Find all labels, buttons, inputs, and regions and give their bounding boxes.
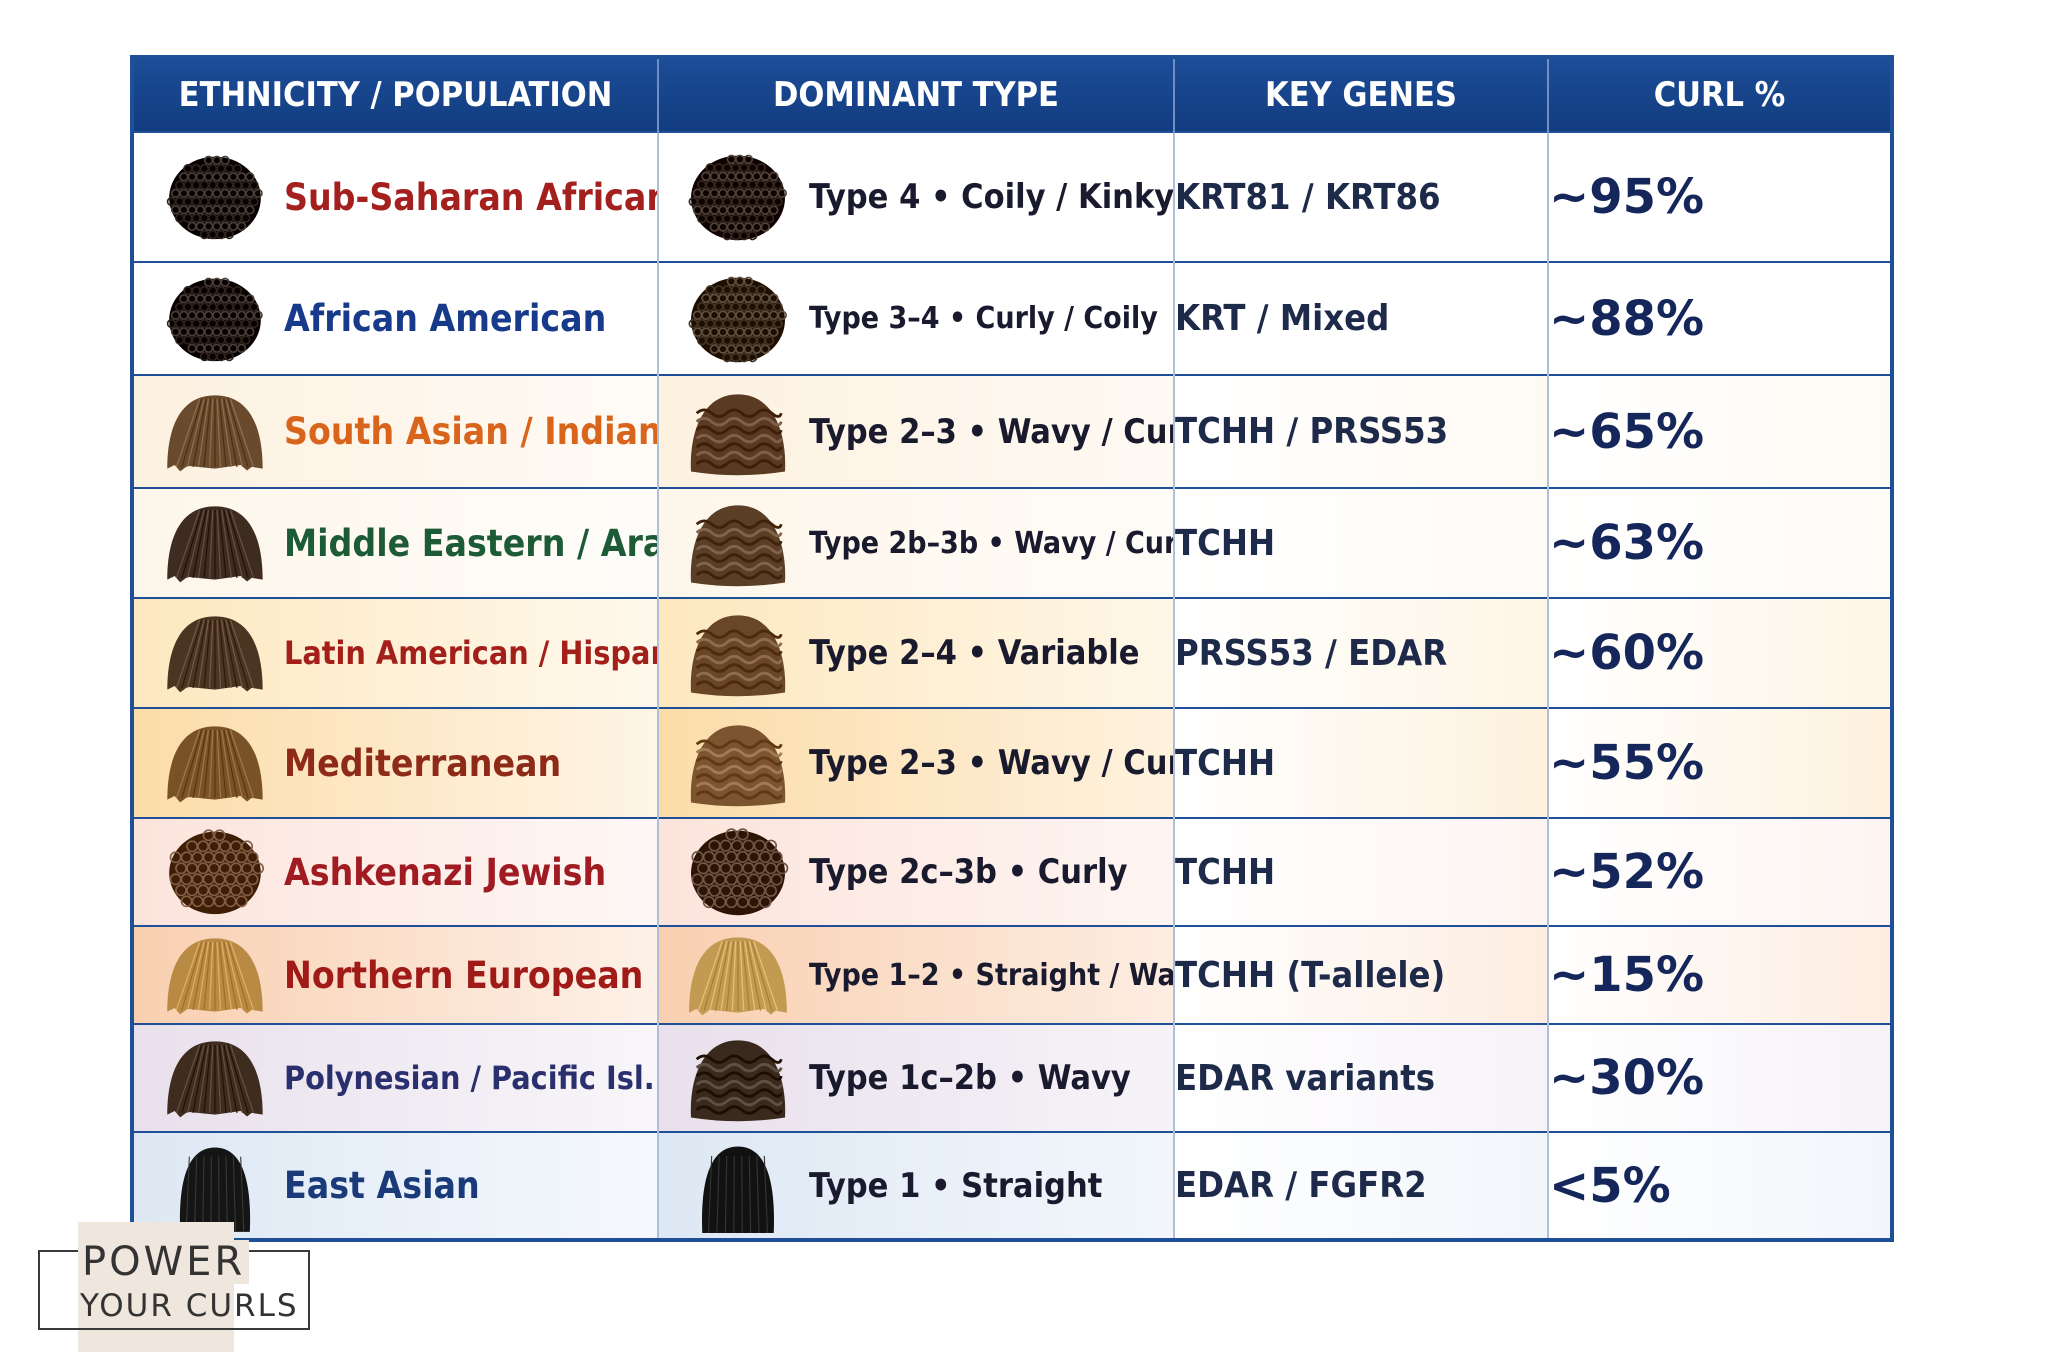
table-row: South Asian / Indian Type 2–3 • Wavy / Cu… bbox=[132, 374, 1892, 488]
ethnicity-label: African American bbox=[284, 297, 607, 340]
logo-line-1: POWER bbox=[78, 1240, 250, 1284]
dominant-type-cell: Type 1 • Straight bbox=[657, 1131, 1174, 1240]
table-row: African American Type 3–4 • Curly / Coily… bbox=[132, 261, 1892, 375]
dominant-type-cell: Type 2–4 • Variable bbox=[657, 597, 1174, 708]
ethnicity-label: Northern European bbox=[284, 953, 644, 997]
dominant-type-cell: Type 3–4 • Curly / Coily bbox=[657, 261, 1174, 375]
ethnicity-label: Latin American / Hispanic bbox=[284, 634, 658, 672]
dominant-type-hair-icon bbox=[690, 505, 786, 587]
curl-percent-cell: ~30% bbox=[1547, 1023, 1892, 1132]
ethnicity-hair-icon bbox=[179, 1147, 251, 1232]
curl-percent-cell: ~88% bbox=[1547, 261, 1892, 375]
dominant-type-label: Type 1c–2b • Wavy bbox=[809, 1058, 1131, 1098]
dominant-type-cell: Type 2–3 • Wavy / Curly bbox=[657, 374, 1174, 488]
ethnicity-hair-icon bbox=[169, 829, 265, 915]
dominant-type-hair-icon bbox=[690, 615, 786, 697]
key-genes-cell: EDAR variants bbox=[1173, 1023, 1548, 1132]
ethnicity-cell: Polynesian / Pacific Isl. bbox=[132, 1023, 658, 1132]
curl-percent-cell: ~60% bbox=[1547, 597, 1892, 708]
table-row: Sub-Saharan African Type 4 • Coily / Kink… bbox=[132, 131, 1892, 262]
header-ethnicity: ETHNICITY / POPULATION bbox=[132, 57, 658, 132]
curl-percent-cell: <5% bbox=[1547, 1131, 1892, 1240]
dominant-type-hair-icon bbox=[690, 393, 786, 475]
dominant-type-hair-icon bbox=[689, 937, 787, 1016]
table-row: Polynesian / Pacific Isl. Type 1c–2b • Wa… bbox=[132, 1023, 1892, 1132]
key-genes-cell: TCHH bbox=[1173, 707, 1548, 818]
ethnicity-label: Mediterranean bbox=[284, 741, 562, 785]
ethnicity-cell: Northern European bbox=[132, 925, 658, 1024]
dominant-type-cell: Type 2b–3b • Wavy / Curly bbox=[657, 487, 1174, 598]
ethnicity-hair-icon bbox=[167, 726, 263, 803]
dominant-type-label: Type 1–2 • Straight / Wavy bbox=[809, 957, 1174, 993]
dominant-type-cell: Type 1c–2b • Wavy bbox=[657, 1023, 1174, 1132]
ethnicity-cell: South Asian / Indian bbox=[132, 374, 658, 488]
curl-percent-cell: ~15% bbox=[1547, 925, 1892, 1024]
key-genes-cell: TCHH bbox=[1173, 817, 1548, 926]
ethnicity-cell: Ashkenazi Jewish bbox=[132, 817, 658, 926]
dominant-type-cell: Type 2c–3b • Curly bbox=[657, 817, 1174, 926]
key-genes-cell: PRSS53 / EDAR bbox=[1173, 597, 1548, 708]
ethnicity-cell: Latin American / Hispanic bbox=[132, 597, 658, 708]
curl-percent-cell: ~63% bbox=[1547, 487, 1892, 598]
ethnicity-label: Sub-Saharan African bbox=[284, 175, 658, 219]
dominant-type-label: Type 2b–3b • Wavy / Curly bbox=[809, 525, 1174, 561]
ethnicity-label: South Asian / Indian bbox=[284, 410, 658, 453]
header-curl-percent: CURL % bbox=[1547, 57, 1892, 132]
dominant-type-cell: Type 2–3 • Wavy / Curly bbox=[657, 707, 1174, 818]
hair-type-table: ETHNICITY / POPULATION DOMINANT TYPE KEY… bbox=[130, 55, 1894, 1242]
ethnicity-label: Polynesian / Pacific Isl. bbox=[284, 1059, 655, 1097]
ethnicity-hair-icon bbox=[167, 616, 263, 693]
curl-percent-cell: ~52% bbox=[1547, 817, 1892, 926]
dominant-type-label: Type 1 • Straight bbox=[809, 1165, 1103, 1206]
dominant-type-hair-icon bbox=[688, 276, 787, 362]
ethnicity-label: Ashkenazi Jewish bbox=[284, 850, 607, 894]
key-genes-cell: TCHH / PRSS53 bbox=[1173, 374, 1548, 488]
ethnicity-label: Middle Eastern / Arab bbox=[284, 521, 658, 565]
dominant-type-label: Type 2–3 • Wavy / Curly bbox=[809, 411, 1174, 452]
curl-percent-cell: ~95% bbox=[1547, 131, 1892, 262]
dominant-type-hair-icon bbox=[690, 1040, 786, 1122]
table-header-row: ETHNICITY / POPULATION DOMINANT TYPE KEY… bbox=[132, 57, 1892, 132]
table-row: Middle Eastern / Arab Type 2b–3b • Wavy /… bbox=[132, 487, 1892, 598]
key-genes-cell: TCHH (T-allele) bbox=[1173, 925, 1548, 1024]
dominant-type-label: Type 2–4 • Variable bbox=[809, 633, 1140, 673]
power-your-curls-logo: POWER YOUR CURLS bbox=[38, 1222, 310, 1352]
ethnicity-hair-icon bbox=[166, 277, 263, 361]
dominant-type-hair-icon bbox=[688, 154, 787, 241]
ethnicity-hair-icon bbox=[167, 938, 263, 1015]
dominant-type-label: Type 4 • Coily / Kinky bbox=[809, 177, 1174, 217]
ethnicity-cell: Mediterranean bbox=[132, 707, 658, 818]
dominant-type-cell: Type 1–2 • Straight / Wavy bbox=[657, 925, 1174, 1024]
dominant-type-hair-icon bbox=[702, 1146, 774, 1233]
dominant-type-cell: Type 4 • Coily / Kinky bbox=[657, 131, 1174, 262]
table-row: Northern European Type 1–2 • Straight / W… bbox=[132, 925, 1892, 1024]
key-genes-cell: KRT81 / KRT86 bbox=[1173, 131, 1548, 262]
table-row: Ashkenazi Jewish Type 2c–3b • Curly TCHH ~5… bbox=[132, 817, 1892, 926]
header-dominant-type: DOMINANT TYPE bbox=[657, 57, 1174, 132]
table-row: Mediterranean Type 2–3 • Wavy / Curly TCHH… bbox=[132, 707, 1892, 818]
dominant-type-label: Type 2–3 • Wavy / Curly bbox=[809, 743, 1174, 783]
ethnicity-label: East Asian bbox=[284, 1164, 480, 1207]
ethnicity-hair-icon bbox=[167, 1041, 263, 1118]
key-genes-cell: KRT / Mixed bbox=[1173, 261, 1548, 375]
dominant-type-hair-icon bbox=[690, 725, 786, 807]
curl-percent-cell: ~55% bbox=[1547, 707, 1892, 818]
ethnicity-hair-icon bbox=[166, 155, 263, 240]
ethnicity-hair-icon bbox=[167, 394, 263, 471]
dominant-type-label: Type 2c–3b • Curly bbox=[809, 852, 1128, 892]
ethnicity-cell: East Asian bbox=[132, 1131, 658, 1240]
table-row: East Asian Type 1 • Straight EDAR / FGFR2 <… bbox=[132, 1131, 1892, 1240]
key-genes-cell: EDAR / FGFR2 bbox=[1173, 1131, 1548, 1240]
header-key-genes: KEY GENES bbox=[1173, 57, 1548, 132]
dominant-type-hair-icon bbox=[691, 828, 789, 916]
ethnicity-cell: Sub-Saharan African bbox=[132, 131, 658, 262]
key-genes-cell: TCHH bbox=[1173, 487, 1548, 598]
dominant-type-label: Type 3–4 • Curly / Coily bbox=[809, 301, 1158, 336]
ethnicity-cell: African American bbox=[132, 261, 658, 375]
curl-percent-cell: ~65% bbox=[1547, 374, 1892, 488]
logo-line-2: YOUR CURLS bbox=[80, 1288, 299, 1324]
ethnicity-cell: Middle Eastern / Arab bbox=[132, 487, 658, 598]
ethnicity-hair-icon bbox=[167, 506, 263, 583]
table-row: Latin American / Hispanic Type 2–4 • Vari… bbox=[132, 597, 1892, 708]
